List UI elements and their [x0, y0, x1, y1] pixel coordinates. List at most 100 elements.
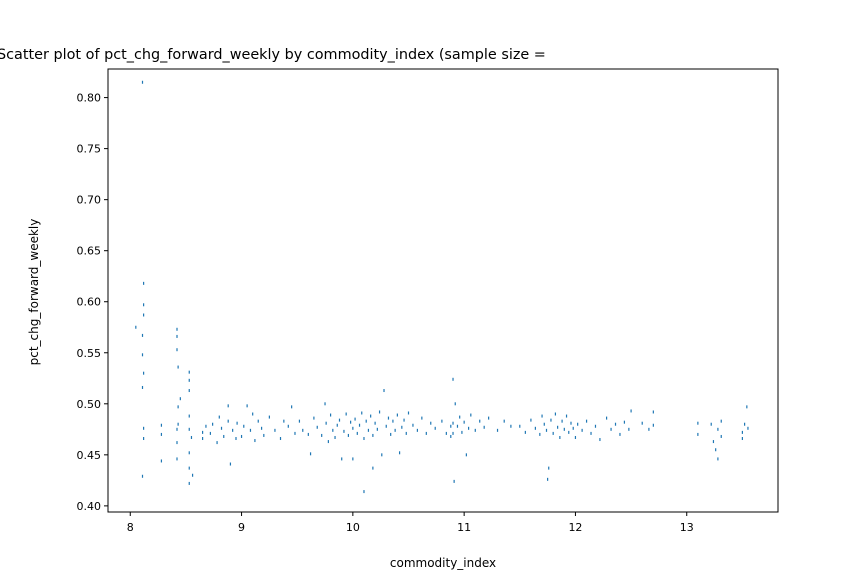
data-point	[374, 421, 376, 425]
data-point	[177, 405, 179, 409]
data-point	[160, 423, 163, 427]
data-point	[453, 479, 455, 483]
data-point	[554, 412, 557, 416]
data-point	[741, 430, 743, 434]
x-tick-label: 11	[457, 521, 471, 534]
data-point	[450, 434, 452, 438]
data-point	[160, 432, 163, 436]
data-point	[747, 426, 749, 430]
data-point	[454, 402, 456, 406]
data-point	[254, 439, 256, 443]
x-axis: 8 9 10 11 12 13	[127, 512, 694, 534]
data-point	[341, 457, 343, 461]
data-point	[530, 418, 532, 422]
data-point	[372, 466, 374, 470]
data-point	[572, 426, 574, 430]
data-point	[445, 431, 447, 435]
data-point	[191, 473, 194, 477]
data-point	[350, 420, 352, 424]
data-point	[356, 431, 358, 435]
data-point	[570, 421, 572, 425]
data-point	[332, 428, 334, 432]
data-point	[141, 385, 144, 389]
data-point	[143, 437, 145, 441]
y-tick-label: 0.75	[77, 143, 102, 156]
data-point	[744, 422, 746, 426]
data-point	[720, 419, 722, 423]
data-point	[135, 325, 137, 329]
data-point	[565, 414, 568, 418]
data-point	[697, 432, 699, 436]
data-point	[459, 415, 461, 419]
data-point	[539, 432, 541, 436]
data-point	[365, 419, 367, 423]
data-point	[474, 428, 476, 432]
data-point	[361, 411, 363, 415]
data-point	[336, 423, 338, 427]
data-point	[652, 423, 654, 427]
data-point	[294, 431, 296, 435]
y-tick-label: 0.55	[77, 347, 102, 360]
data-point	[461, 430, 463, 434]
data-point	[548, 466, 550, 470]
data-point	[352, 457, 354, 461]
data-point	[218, 415, 220, 419]
data-point	[452, 431, 454, 435]
data-point	[363, 490, 365, 494]
data-point	[392, 419, 394, 423]
data-point	[378, 410, 381, 414]
data-point	[434, 426, 436, 430]
data-point	[606, 416, 608, 420]
data-point	[160, 459, 163, 463]
data-point	[177, 422, 179, 426]
data-point	[370, 414, 372, 418]
data-point	[240, 434, 243, 438]
data-point	[590, 431, 592, 435]
data-point	[188, 427, 190, 431]
data-point	[232, 428, 234, 432]
y-axis-label: pct_chg_forward_weekly	[27, 219, 41, 366]
data-point	[547, 477, 549, 481]
data-point	[321, 433, 323, 437]
data-point	[260, 426, 263, 430]
data-point	[465, 453, 467, 457]
data-point	[503, 419, 505, 423]
data-point	[345, 412, 347, 416]
data-point	[188, 370, 190, 374]
y-tick-label: 0.60	[77, 296, 102, 309]
data-point	[585, 419, 588, 423]
data-point	[599, 438, 601, 442]
data-point	[235, 437, 237, 441]
data-point	[630, 409, 632, 413]
data-point	[407, 411, 410, 415]
data-point	[307, 432, 309, 436]
data-point	[568, 430, 570, 434]
data-point	[176, 348, 178, 352]
data-point	[298, 419, 301, 423]
data-point	[398, 451, 401, 455]
data-point	[496, 428, 499, 432]
data-point	[220, 426, 223, 430]
data-point	[188, 378, 190, 382]
data-point	[387, 416, 390, 420]
data-point	[176, 427, 178, 431]
data-point	[268, 415, 270, 419]
data-point	[623, 420, 626, 424]
data-point	[552, 431, 554, 435]
data-point	[141, 353, 144, 357]
data-point	[519, 424, 521, 428]
data-point	[396, 413, 398, 417]
data-point	[563, 427, 565, 431]
data-point	[287, 424, 289, 428]
data-point	[302, 428, 304, 432]
data-point	[541, 414, 543, 418]
data-point	[283, 419, 285, 423]
data-point	[202, 430, 204, 434]
y-tick-label: 0.50	[77, 398, 102, 411]
data-point	[470, 413, 472, 417]
data-point	[479, 419, 481, 423]
data-point	[223, 434, 225, 438]
data-point	[648, 427, 650, 431]
data-point	[188, 389, 190, 393]
data-point	[188, 481, 190, 485]
